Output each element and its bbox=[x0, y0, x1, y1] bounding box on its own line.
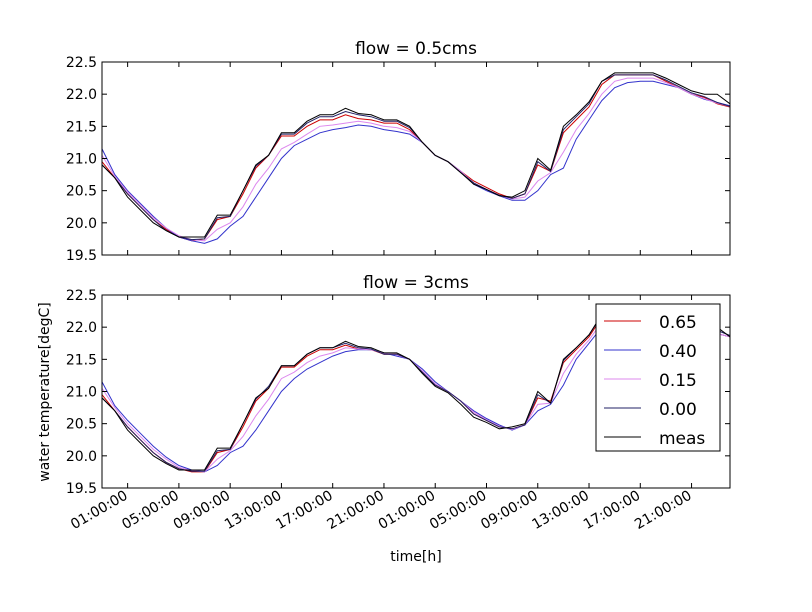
legend-frame bbox=[595, 303, 721, 452]
series-line-meas bbox=[101, 72, 731, 238]
series-line-0.15 bbox=[101, 77, 731, 242]
legend-label: 0.65 bbox=[659, 313, 697, 333]
y-tick-label: 19.5 bbox=[66, 248, 97, 264]
y-tick-label: 20.0 bbox=[66, 216, 97, 232]
y-tick-label: 21.0 bbox=[66, 385, 97, 401]
legend-label: 0.40 bbox=[659, 342, 697, 362]
top-panel-ticks: 19.5 20.0 20.5 21.0 21.5 22.0 22.5 bbox=[66, 55, 730, 264]
top-panel: flow = 0.5cms 19.5 20.0 20.5 21.0 21.5 22.0 22… bbox=[66, 39, 731, 264]
x-tick-labels: 01:00:0005:00:0009:00:0013:00:0017:00:00… bbox=[68, 488, 694, 533]
x-tick-label: 09:00:00 bbox=[478, 488, 540, 533]
x-tick-label: 01:00:00 bbox=[376, 488, 438, 533]
x-tick-label: 21:00:00 bbox=[324, 488, 386, 533]
legend: 0.65 0.40 0.15 0.00 meas bbox=[595, 303, 721, 452]
top-panel-lines bbox=[101, 72, 731, 244]
legend-label: 0.15 bbox=[659, 371, 697, 391]
series-line-0.00 bbox=[101, 74, 731, 241]
legend-label: 0.00 bbox=[659, 400, 697, 420]
y-tick-label: 22.5 bbox=[66, 55, 97, 71]
x-axis-label: time[h] bbox=[390, 549, 441, 565]
x-tick-label: 17:00:00 bbox=[581, 488, 643, 533]
bottom-panel-frame bbox=[101, 294, 731, 489]
bottom-panel-title: flow = 3cms bbox=[363, 273, 469, 293]
bottom-panel-ticks: 19.5 20.0 20.5 21.0 21.5 22.0 22.5 bbox=[66, 288, 730, 497]
x-tick-label: 05:00:00 bbox=[119, 488, 181, 533]
y-tick-label: 21.0 bbox=[66, 152, 97, 168]
y-tick-label: 22.0 bbox=[66, 320, 97, 336]
x-tick-label: 05:00:00 bbox=[427, 488, 489, 533]
y-tick-label: 21.5 bbox=[66, 119, 97, 135]
series-line-0.40 bbox=[101, 80, 731, 244]
y-tick-label: 22.0 bbox=[66, 87, 97, 103]
y-tick-label: 20.5 bbox=[66, 184, 97, 200]
y-tick-label: 19.5 bbox=[66, 481, 97, 497]
legend-label: meas bbox=[659, 429, 705, 449]
top-panel-title: flow = 0.5cms bbox=[355, 39, 477, 59]
x-tick-label: 13:00:00 bbox=[222, 488, 284, 533]
series-line-0.65 bbox=[101, 74, 731, 242]
x-tick-label: 13:00:00 bbox=[530, 488, 592, 533]
x-tick-label: 17:00:00 bbox=[273, 488, 335, 533]
x-tick-label: 09:00:00 bbox=[171, 488, 233, 533]
y-axis-label: water temperature[degC] bbox=[37, 302, 53, 481]
y-tick-label: 20.5 bbox=[66, 417, 97, 433]
x-tick-label: 21:00:00 bbox=[632, 488, 694, 533]
bottom-panel: flow = 3cms 19.5 20.0 20.5 21.0 21.5 22.0 22.5 bbox=[66, 273, 731, 497]
top-panel-frame bbox=[101, 61, 731, 256]
y-tick-label: 20.0 bbox=[66, 449, 97, 465]
y-tick-label: 22.5 bbox=[66, 288, 97, 304]
y-tick-label: 21.5 bbox=[66, 352, 97, 368]
